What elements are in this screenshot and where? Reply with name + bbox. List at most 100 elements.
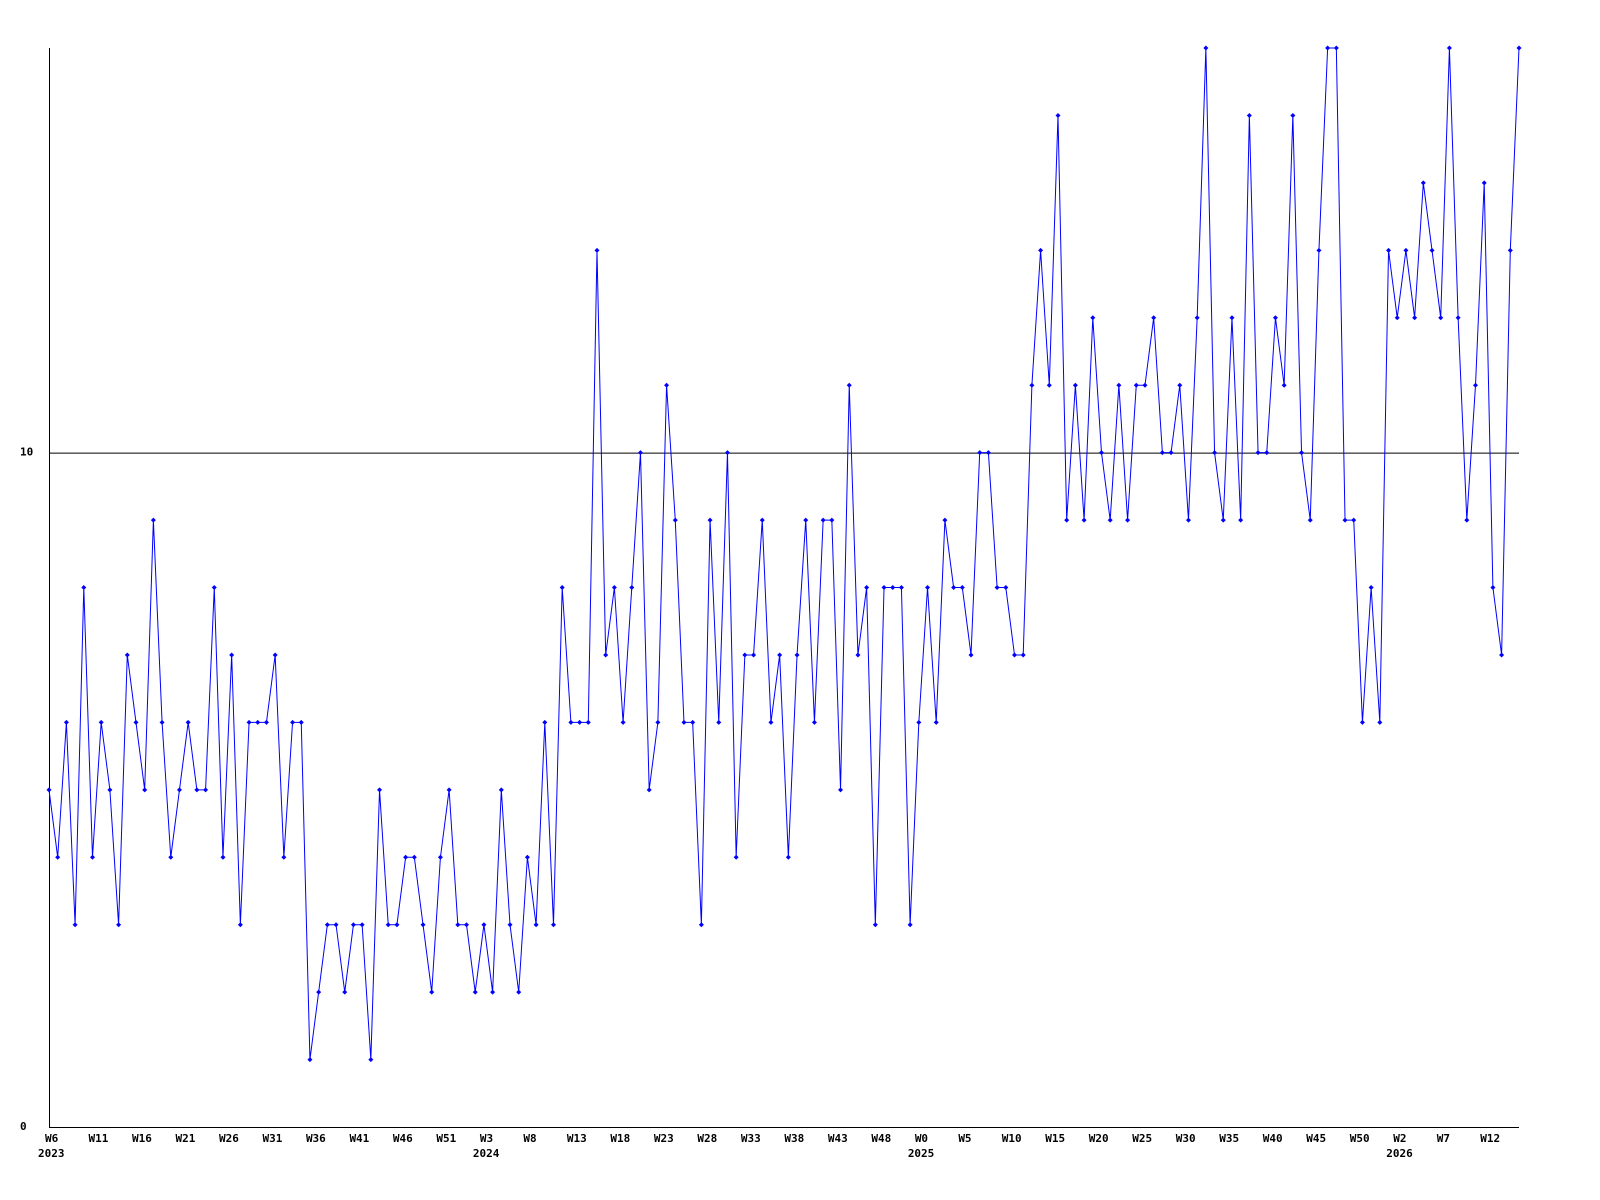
year-label: 2025	[908, 1147, 935, 1160]
data-point	[655, 719, 661, 725]
data-point	[1429, 247, 1435, 253]
data-point	[203, 787, 209, 793]
x-tick-label: W35	[1219, 1132, 1239, 1145]
data-point	[385, 922, 391, 928]
data-point	[777, 652, 783, 658]
data-point	[516, 989, 522, 995]
x-tick-label: W21	[175, 1132, 195, 1145]
data-point	[681, 719, 687, 725]
data-point	[811, 719, 817, 725]
data-point	[1029, 382, 1035, 388]
data-point	[733, 854, 739, 860]
x-tick-label: W48	[871, 1132, 891, 1145]
data-point	[194, 787, 200, 793]
data-point	[1020, 652, 1026, 658]
data-point	[281, 854, 287, 860]
data-point	[568, 719, 574, 725]
data-point	[1412, 315, 1418, 321]
data-point	[533, 922, 539, 928]
data-point	[1046, 382, 1052, 388]
data-point	[672, 517, 678, 523]
data-point	[1316, 247, 1322, 253]
data-point	[925, 585, 931, 590]
data-point	[994, 585, 1000, 590]
data-point	[1464, 517, 1470, 523]
data-point	[455, 922, 461, 928]
data-point	[237, 922, 243, 928]
data-point	[1238, 517, 1244, 523]
data-point	[1116, 382, 1122, 388]
x-tick-label: W6	[45, 1132, 59, 1145]
data-point	[1290, 112, 1296, 118]
data-point	[481, 922, 487, 928]
x-tick-label: W10	[1002, 1132, 1022, 1145]
year-label: 2026	[1386, 1147, 1413, 1160]
data-point	[1516, 45, 1522, 51]
data-point	[1420, 180, 1426, 186]
data-point	[1281, 382, 1287, 388]
x-tick-label: W30	[1176, 1132, 1196, 1145]
data-point	[716, 719, 722, 725]
data-point	[629, 585, 635, 590]
data-point	[1368, 585, 1374, 590]
x-tick-label: W46	[393, 1132, 413, 1145]
data-point	[759, 517, 765, 523]
data-point	[594, 247, 600, 253]
x-tick-label: W33	[741, 1132, 761, 1145]
x-tick-label: W28	[697, 1132, 717, 1145]
data-point	[611, 585, 617, 590]
data-point	[550, 922, 556, 928]
data-point	[176, 787, 182, 793]
data-point	[1255, 450, 1261, 456]
data-point	[368, 1057, 374, 1063]
data-point	[429, 989, 435, 995]
data-point	[1125, 517, 1131, 523]
data-point	[307, 1057, 313, 1063]
data-point	[1490, 585, 1496, 590]
data-point	[577, 719, 583, 725]
data-point	[89, 854, 95, 860]
data-point	[890, 585, 896, 590]
x-tick-label: W20	[1089, 1132, 1109, 1145]
data-point	[942, 517, 948, 523]
data-point	[1038, 247, 1044, 253]
data-point	[1307, 517, 1313, 523]
x-tick-label: W11	[88, 1132, 108, 1145]
data-point	[472, 989, 478, 995]
data-point	[1203, 45, 1209, 51]
data-point	[1142, 382, 1148, 388]
data-point	[933, 719, 939, 725]
series-line	[48, 47, 1520, 1060]
data-point	[298, 719, 304, 725]
data-point	[1325, 45, 1331, 51]
data-point	[246, 719, 252, 725]
x-tick-label: W51	[436, 1132, 456, 1145]
data-point	[603, 652, 609, 658]
y-tick-label: 0	[20, 1120, 27, 1133]
x-tick-label: W43	[828, 1132, 848, 1145]
data-point	[316, 989, 322, 995]
data-point	[359, 922, 365, 928]
data-point	[1507, 247, 1513, 253]
data-point	[46, 787, 52, 793]
data-point	[1220, 517, 1226, 523]
data-point	[585, 719, 591, 725]
data-point	[211, 585, 217, 590]
data-point	[1107, 517, 1113, 523]
data-point	[542, 719, 548, 725]
x-tick-label: W5	[958, 1132, 971, 1145]
x-tick-label: W13	[567, 1132, 587, 1145]
data-point	[420, 922, 426, 928]
x-tick-label: W12	[1480, 1132, 1500, 1145]
data-point	[1473, 382, 1479, 388]
x-tick-label: W31	[262, 1132, 282, 1145]
data-point	[768, 719, 774, 725]
data-point	[951, 585, 957, 590]
year-label: 2023	[38, 1147, 65, 1160]
data-point	[1055, 112, 1061, 118]
data-point	[1194, 315, 1200, 321]
data-point	[185, 719, 191, 725]
data-point	[107, 787, 113, 793]
